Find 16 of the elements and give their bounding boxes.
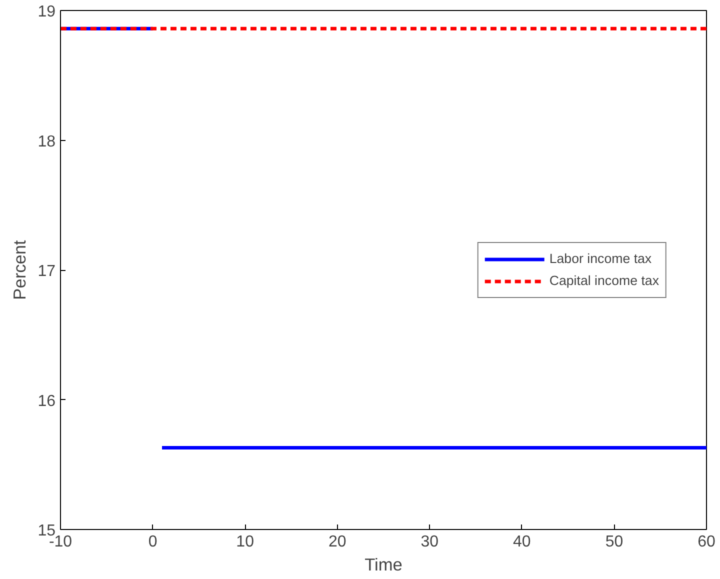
y-tick-label: 19	[38, 4, 56, 20]
x-tick-label: 30	[420, 534, 439, 550]
x-tick-label: 0	[148, 534, 158, 550]
x-tick-label: 20	[328, 534, 346, 550]
y-tick-label: 15	[38, 522, 56, 540]
y-tick-label: 18	[38, 133, 56, 150]
y-tick-label: 17	[38, 263, 56, 280]
x-tick-label: 40	[513, 534, 531, 550]
x-tick-label: 50	[605, 534, 624, 550]
y-axis-title: Percent	[10, 240, 30, 300]
x-axis-title: Time	[364, 554, 402, 574]
legend-label: Labor income tax	[549, 251, 652, 266]
x-tick-label: 10	[236, 534, 254, 550]
legend-label: Capital income tax	[549, 273, 659, 288]
y-tick-label: 16	[38, 392, 56, 410]
x-tick-label: 60	[698, 534, 716, 550]
